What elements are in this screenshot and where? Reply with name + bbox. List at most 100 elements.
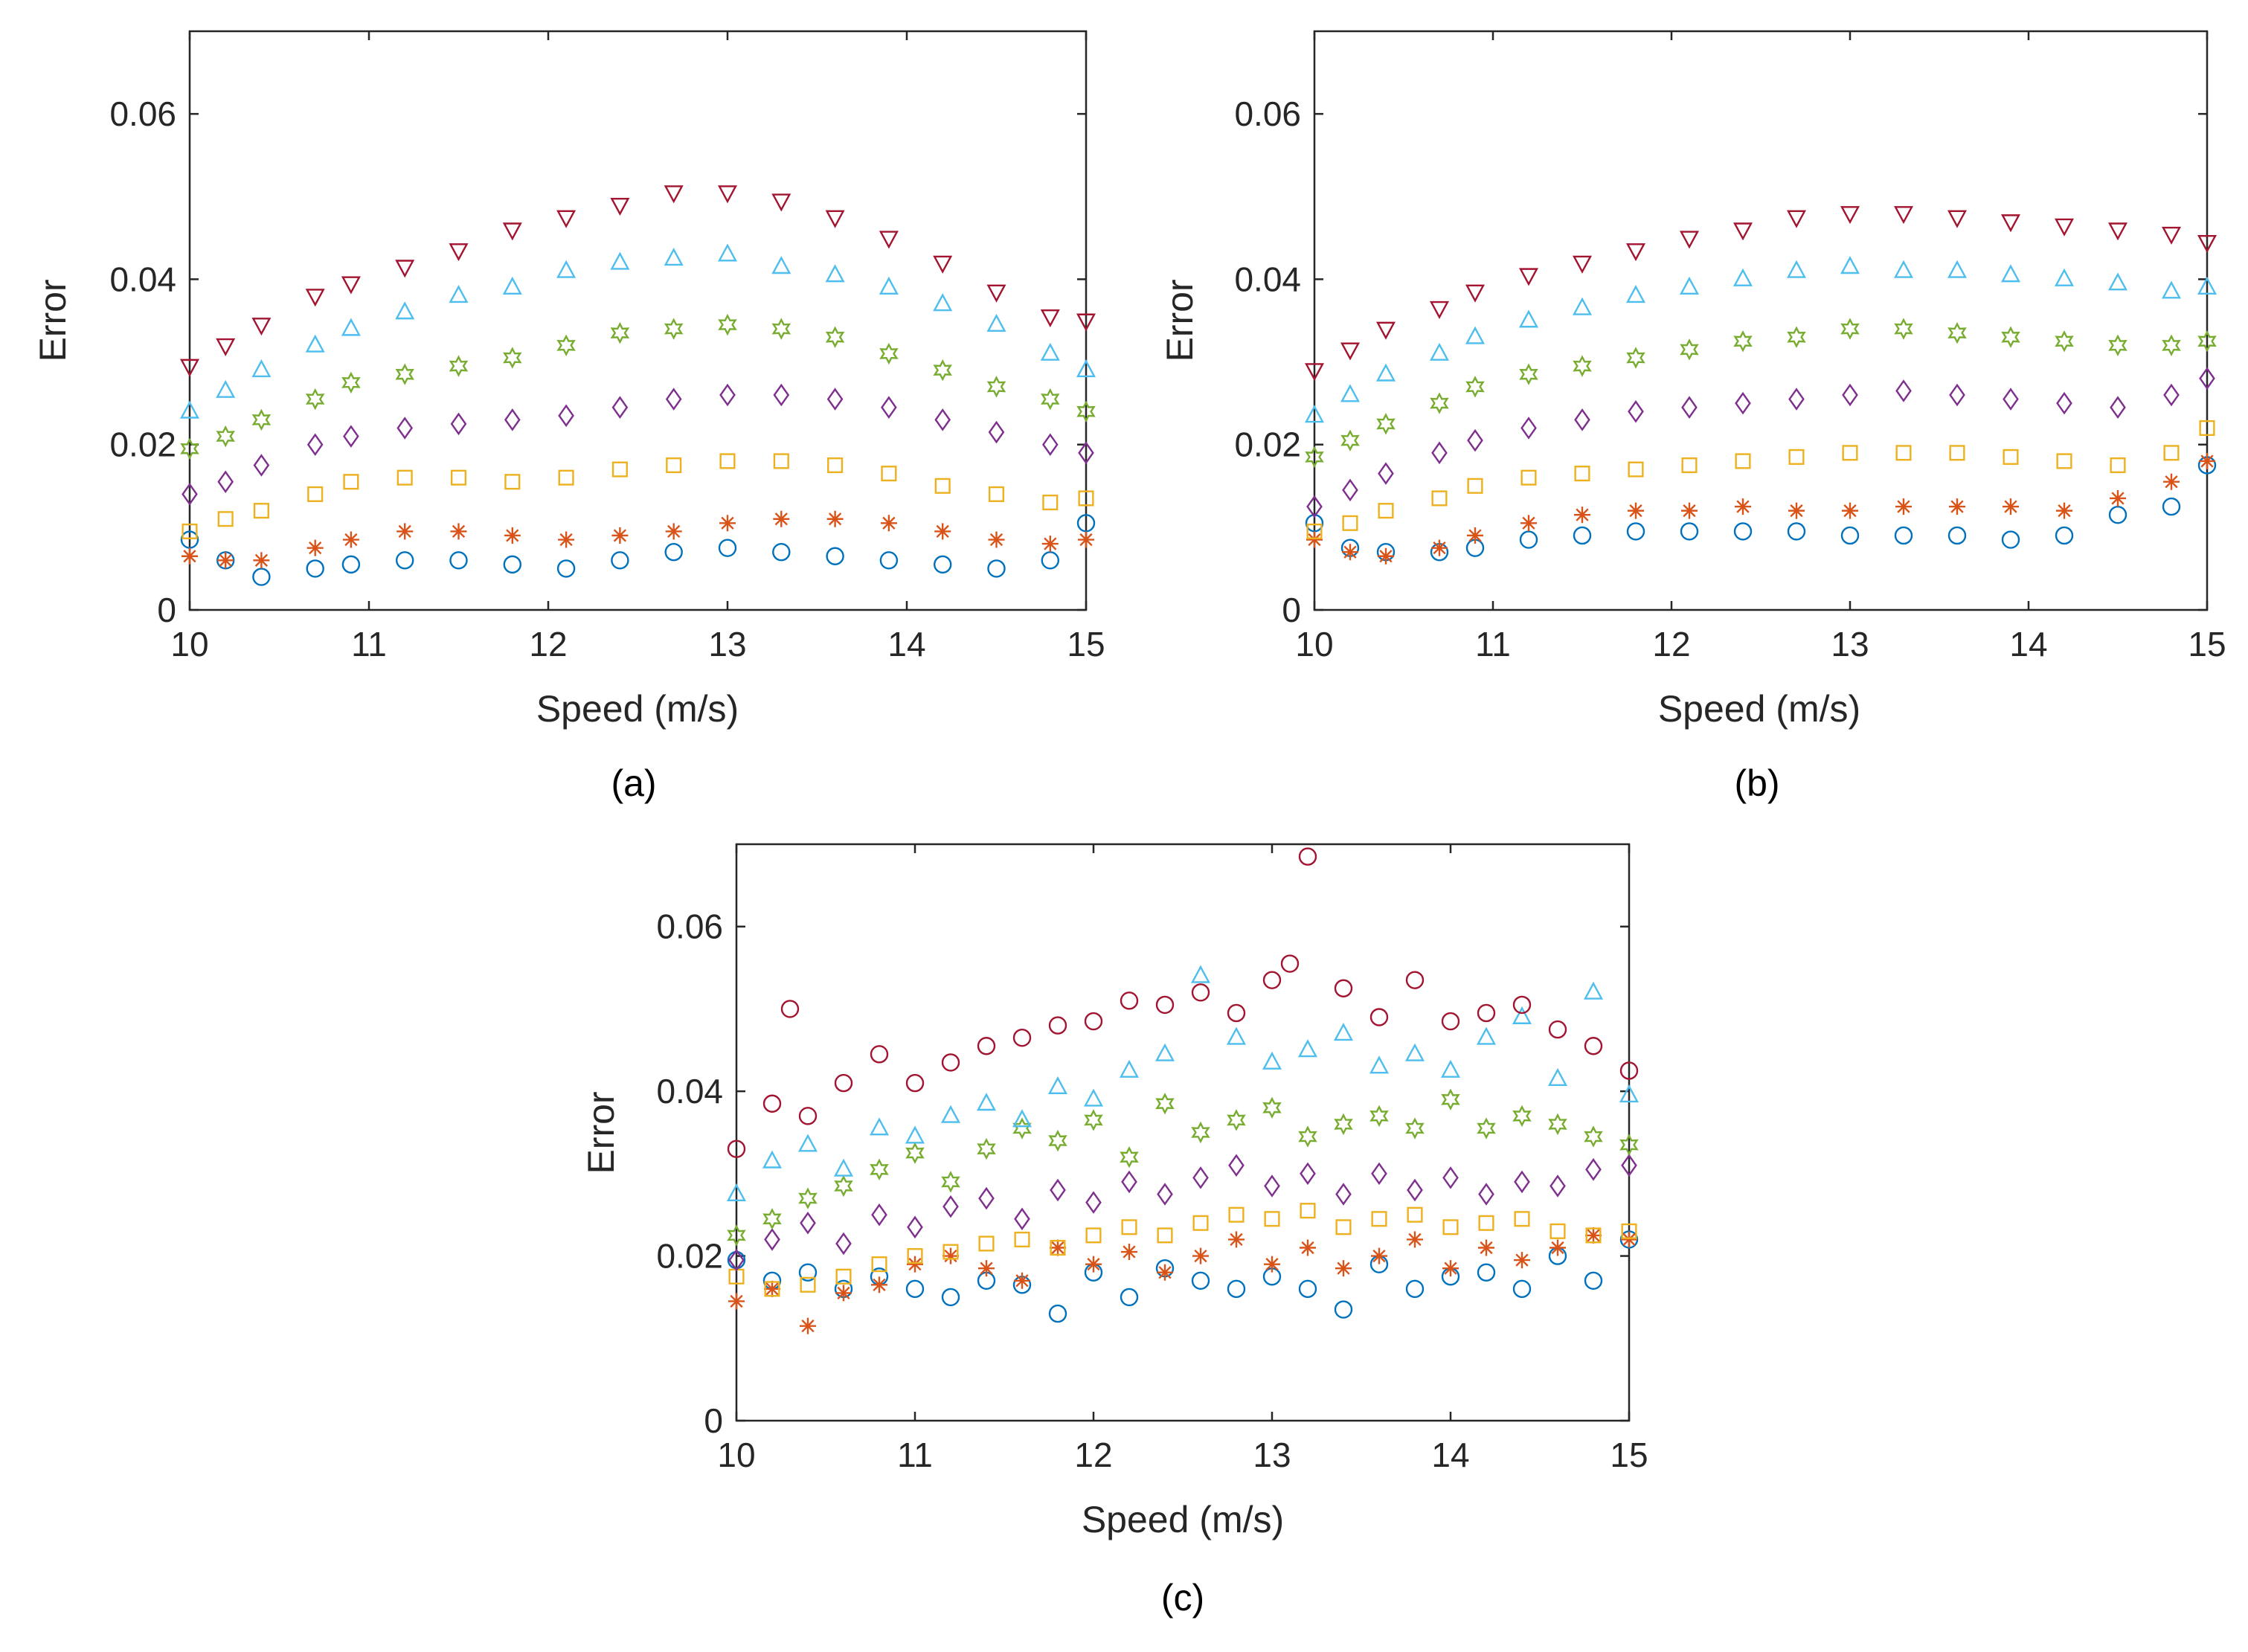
data-point-diamond [728, 1248, 745, 1272]
data-point-triangle-up [610, 251, 630, 270]
data-point-asterisk [1085, 1256, 1102, 1273]
data-point-hexagram [1340, 429, 1360, 451]
plot-area-b [1313, 30, 2209, 611]
x-tick-label: 13 [708, 625, 746, 663]
data-point-circle [727, 1250, 746, 1270]
data-point-diamond [1192, 1166, 1209, 1189]
data-point-hexagram [941, 1171, 960, 1193]
data-point-square [1335, 1219, 1352, 1235]
y-tick-label: 0 [704, 1401, 723, 1440]
data-point-triangle-up [1154, 1043, 1175, 1061]
data-point-circle [1573, 526, 1592, 545]
data-point-triangle-down [216, 338, 236, 356]
data-point-diamond [558, 404, 574, 428]
data-point-circle [1227, 1279, 1246, 1299]
data-point-hexagram [1227, 1109, 1246, 1131]
data-point-asterisk [1895, 498, 1912, 515]
data-point-triangle-down [1518, 268, 1539, 286]
data-point-triangle-down [771, 193, 791, 212]
data-point-asterisk [934, 523, 951, 540]
data-point-hexagram [1733, 330, 1753, 353]
data-point-square [1585, 1227, 1602, 1244]
y-tick-labels-b: 0 0.02 0.04 0.06 [1234, 94, 1301, 629]
data-point-hexagram [1787, 326, 1806, 348]
data-point-square [1014, 1231, 1030, 1247]
data-point-asterisk [342, 531, 359, 548]
data-point-hexagram [251, 408, 272, 431]
data-point-circle [2001, 530, 2020, 549]
data-point-triangle-down [610, 197, 630, 216]
data-point-triangle-up [2054, 268, 2075, 286]
data-point-diamond [217, 470, 234, 494]
data-point-square [764, 1281, 780, 1297]
data-point-circle [987, 559, 1006, 578]
data-point-hexagram [2162, 334, 2181, 356]
data-point-diamond [907, 1215, 923, 1239]
data-point-circle [1227, 1003, 1246, 1023]
x-tick-label: 15 [1067, 625, 1105, 663]
data-point-diamond [1050, 1178, 1066, 1202]
data-point-asterisk [1467, 527, 1483, 544]
data-point-circle [826, 547, 844, 565]
data-point-triangle-down [664, 185, 684, 204]
x-tick-labels-b: 10 11 12 13 14 15 [1295, 625, 2226, 663]
data-point-asterisk [942, 1247, 959, 1264]
plot-area-a [188, 30, 1088, 611]
data-point-square [1681, 457, 1698, 474]
data-point-triangle-up [1040, 342, 1060, 361]
data-point-diamond [1585, 1158, 1602, 1181]
data-point-asterisk [1378, 547, 1394, 565]
data-point-hexagram [1076, 400, 1096, 423]
plot-area-c [735, 843, 1631, 1422]
data-point-hexagram [870, 1158, 889, 1181]
data-point-circle [1369, 1008, 1389, 1026]
data-point-circle [1334, 1300, 1353, 1319]
data-point-asterisk [1157, 1264, 1173, 1281]
data-point-square [666, 457, 682, 474]
data-point-diamond [2003, 388, 2019, 411]
data-point-circle [1298, 1279, 1317, 1299]
data-point-hexagram [556, 334, 576, 356]
data-point-asterisk [978, 1260, 995, 1277]
data-point-triangle-up [1625, 285, 1646, 303]
data-point-asterisk [1681, 502, 1698, 519]
caption-b: (b) [1734, 762, 1779, 804]
data-point-diamond [1371, 1162, 1387, 1186]
data-point-circle [1048, 1304, 1067, 1323]
data-point-square [2003, 449, 2019, 465]
data-point-asterisk [1300, 1239, 1316, 1256]
data-point-diamond [182, 483, 198, 506]
data-point-asterisk [1121, 1244, 1137, 1261]
data-point-triangle-down [717, 185, 738, 204]
data-point-hexagram [727, 1224, 746, 1247]
data-point-circle [933, 555, 952, 574]
data-point-circle [556, 559, 576, 578]
data-point-square [835, 1268, 852, 1285]
data-point-triangle-up [940, 1105, 961, 1123]
data-point-circle [396, 551, 414, 570]
data-point-triangle-down [986, 284, 1006, 303]
data-point-triangle-down [825, 210, 845, 228]
data-point-asterisk [1041, 536, 1059, 553]
x-tick-label: 10 [170, 625, 208, 663]
data-point-square [1628, 461, 1644, 478]
data-point-triangle-down [1893, 206, 1914, 225]
data-point-triangle-up [1047, 1076, 1068, 1095]
data-point-square [1228, 1206, 1245, 1223]
data-point-hexagram [1840, 318, 1860, 340]
data-point-diamond [1407, 1178, 1423, 1202]
data-point-asterisk [835, 1285, 852, 1302]
data-point-hexagram [503, 347, 522, 369]
data-point-triangle-up [1947, 260, 1968, 278]
markers-b [1304, 206, 2218, 565]
data-point-triangle-up [1369, 1055, 1390, 1074]
data-point-triangle-up [869, 1117, 890, 1136]
x-tick-label: 12 [1652, 625, 1690, 663]
data-point-circle [1191, 983, 1210, 1002]
data-point-hexagram [341, 371, 361, 394]
data-point-asterisk [1628, 502, 1644, 519]
data-point-diamond [719, 383, 736, 407]
data-point-circle [879, 551, 899, 570]
data-point-circle [1584, 1037, 1603, 1055]
y-tick-label: 0.04 [1234, 260, 1301, 298]
